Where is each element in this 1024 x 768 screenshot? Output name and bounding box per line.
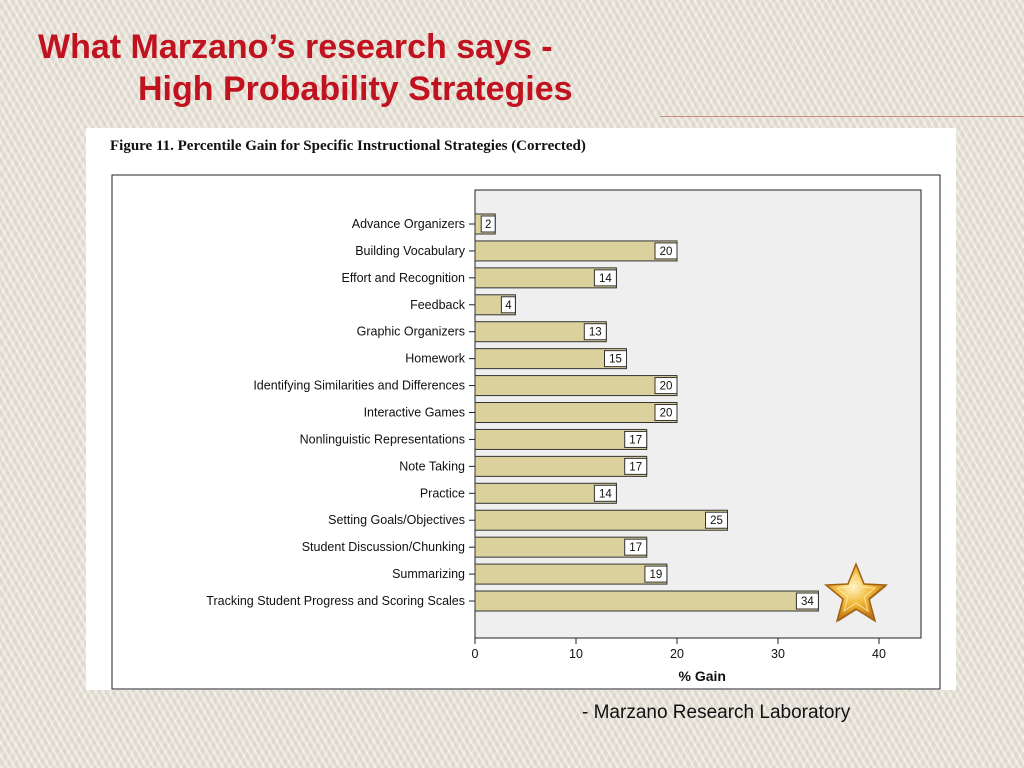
slide-title: What Marzano’s research says - High Prob… — [38, 26, 573, 110]
category-label: Tracking Student Progress and Scoring Sc… — [206, 594, 465, 608]
category-label: Summarizing — [392, 567, 465, 581]
bar — [474, 509, 728, 531]
category-label: Advance Organizers — [352, 217, 465, 231]
data-label-box — [624, 430, 648, 448]
x-tick-label: 10 — [569, 647, 583, 661]
category-label: Effort and Recognition — [342, 271, 466, 285]
data-label: 20 — [660, 408, 673, 420]
data-label: 34 — [801, 596, 814, 608]
data-label: 25 — [710, 515, 723, 527]
data-label: 15 — [609, 354, 622, 366]
data-label-box — [624, 457, 648, 475]
category-label: Nonlinguistic Representations — [300, 432, 465, 446]
x-tick-label: 0 — [472, 647, 479, 661]
category-label: Setting Goals/Objectives — [328, 513, 465, 527]
data-label-box — [644, 565, 668, 583]
bar — [474, 240, 678, 262]
title-divider — [660, 116, 1024, 117]
figure-panel: Figure 11. Percentile Gain for Specific … — [86, 128, 956, 690]
x-tick-label: 40 — [872, 647, 886, 661]
bar-chart: Advance Organizers 2 Building Vocabulary 20… — [111, 174, 941, 690]
data-label-box — [654, 377, 678, 395]
gold-star-icon — [824, 562, 888, 623]
data-label: 14 — [599, 488, 612, 500]
data-label-box — [480, 215, 496, 233]
x-tick-label: 30 — [771, 647, 785, 661]
category-label: Interactive Games — [364, 406, 465, 420]
category-label: Graphic Organizers — [357, 325, 465, 339]
data-label-box — [795, 592, 819, 610]
data-label: 2 — [485, 219, 491, 231]
data-label-box — [705, 511, 728, 529]
category-label: Identifying Similarities and Differences — [253, 379, 465, 393]
bar — [474, 348, 627, 370]
data-label-box — [500, 296, 516, 314]
data-label-box — [583, 323, 607, 341]
category-label: Feedback — [410, 298, 466, 312]
slide-title-line1: What Marzano’s research says - — [38, 28, 553, 66]
bar — [474, 428, 648, 450]
category-label: Building Vocabulary — [355, 244, 466, 258]
slide-title-line2: High Probability Strategies — [138, 70, 573, 108]
bar — [474, 402, 678, 424]
x-axis-label: % Gain — [679, 668, 726, 684]
category-label: Homework — [405, 352, 465, 366]
figure-caption: Figure 11. Percentile Gain for Specific … — [110, 138, 586, 154]
data-label: 19 — [650, 569, 663, 581]
bar — [474, 590, 819, 612]
data-label: 17 — [629, 461, 642, 473]
data-label-box — [604, 350, 627, 368]
data-label-box — [624, 538, 648, 556]
category-label: Note Taking — [399, 459, 465, 473]
data-label: 17 — [629, 542, 642, 554]
bar — [474, 375, 678, 397]
data-label: 13 — [589, 327, 602, 339]
data-label: 17 — [629, 434, 642, 446]
data-label-box — [593, 484, 617, 502]
bar — [474, 563, 668, 585]
category-label: Student Discussion/Chunking — [302, 540, 465, 554]
data-label-box — [593, 269, 617, 287]
bar — [474, 455, 648, 477]
data-label-box — [654, 404, 678, 422]
data-label: 20 — [660, 381, 673, 393]
bar — [474, 536, 648, 558]
source-credit: - Marzano Research Laboratory — [582, 702, 851, 723]
x-tick-label: 20 — [670, 647, 684, 661]
data-label: 4 — [505, 300, 512, 312]
data-label: 20 — [660, 246, 673, 258]
data-label-box — [654, 242, 678, 260]
data-label: 14 — [599, 273, 612, 285]
category-label: Practice — [420, 486, 465, 500]
